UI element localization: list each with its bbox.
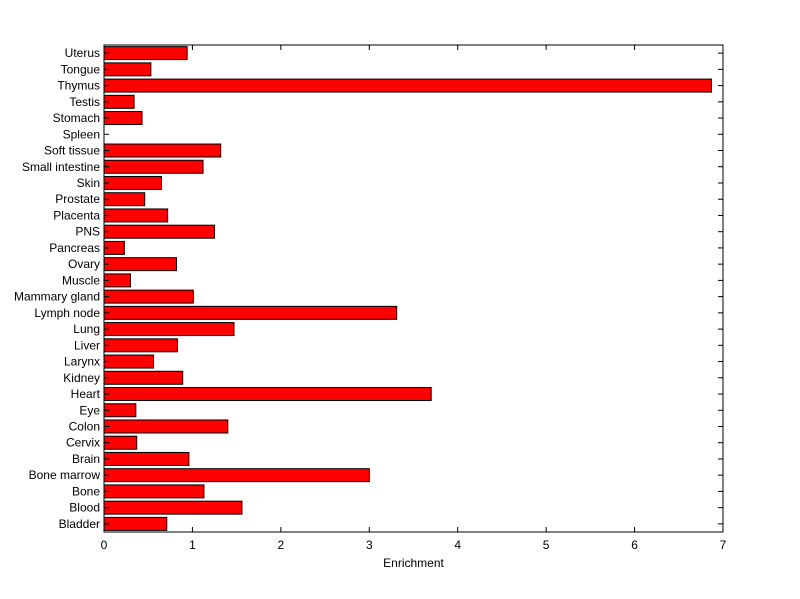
y-tick-label-liver: Liver [74, 338, 100, 352]
bar-skin [103, 175, 162, 190]
bar-thymus [103, 78, 713, 93]
bar-liver [103, 338, 178, 353]
bar-lung [103, 322, 235, 337]
bar-pns [103, 224, 216, 239]
bar-small-intestine [103, 159, 204, 174]
bar-prostate [103, 192, 146, 207]
bar-bone [103, 484, 205, 499]
plot-area-frame [103, 44, 724, 533]
bar-tongue [103, 62, 152, 77]
y-tick-label-kidney: Kidney [63, 371, 100, 385]
y-tick-label-lymph-node: Lymph node [34, 306, 100, 320]
bar-kidney [103, 370, 184, 385]
y-tick-label-uterus: Uterus [65, 46, 100, 60]
y-tick-label-pns: PNS [75, 225, 100, 239]
x-tick-label-6: 6 [631, 538, 638, 552]
bar-placenta [103, 208, 169, 223]
bar-colon [103, 419, 229, 434]
x-tick-label-5: 5 [543, 538, 550, 552]
x-tick-label-0: 0 [101, 538, 108, 552]
y-tick-label-skin: Skin [77, 176, 100, 190]
y-tick-label-pancreas: Pancreas [49, 241, 100, 255]
y-tick-label-prostate: Prostate [55, 192, 100, 206]
y-tick-label-colon: Colon [69, 419, 100, 433]
bar-stomach [103, 111, 143, 126]
y-tick-label-bone-marrow: Bone marrow [29, 468, 101, 482]
y-tick-label-bladder: Bladder [59, 517, 100, 531]
y-tick-label-testis: Testis [69, 95, 100, 109]
x-tick-label-2: 2 [278, 538, 285, 552]
y-tick-label-larynx: Larynx [64, 355, 100, 369]
y-tick-label-placenta: Placenta [53, 208, 100, 222]
y-tick-label-blood: Blood [69, 501, 100, 515]
bar-blood [103, 500, 243, 515]
y-tick-label-thymus: Thymus [57, 79, 100, 93]
y-tick-labels: Bladder Blood Bone Bone marrow Brain Cervix Co… [14, 46, 101, 531]
x-tick-label-7: 7 [720, 538, 727, 552]
y-tick-label-lung: Lung [73, 322, 100, 336]
y-tick-label-bone: Bone [72, 484, 100, 498]
y-tick-label-muscle: Muscle [62, 273, 100, 287]
y-tick-label-tongue: Tongue [61, 62, 101, 76]
bar-bone-marrow [103, 468, 370, 483]
y-tick-label-eye: Eye [79, 403, 100, 417]
bar-ovary [103, 257, 178, 272]
x-tick-label-1: 1 [189, 538, 196, 552]
y-tick-label-cervix: Cervix [66, 436, 100, 450]
bar-lymph-node [103, 305, 398, 320]
bar-bladder [103, 516, 168, 531]
x-tick-label-3: 3 [366, 538, 373, 552]
bar-mammary-gland [103, 289, 194, 304]
ticks-group [103, 45, 724, 532]
bars-group [103, 46, 713, 531]
x-tick-label-4: 4 [454, 538, 461, 552]
bar-larynx [103, 354, 155, 369]
y-tick-label-mammary-gland: Mammary gland [14, 290, 100, 304]
y-tick-label-small-intestine: Small intestine [22, 160, 100, 174]
y-tick-label-heart: Heart [71, 387, 101, 401]
bar-uterus [103, 46, 188, 61]
x-axis-label: Enrichment [383, 556, 444, 570]
y-tick-label-brain: Brain [72, 452, 100, 466]
y-tick-label-spleen: Spleen [63, 127, 100, 141]
bar-heart [103, 387, 432, 402]
bar-brain [103, 451, 190, 466]
y-tick-label-ovary: Ovary [68, 257, 100, 271]
y-tick-label-soft-tissue: Soft tissue [44, 144, 100, 158]
y-tick-label-stomach: Stomach [53, 111, 100, 125]
x-tick-labels: 0 1 2 3 4 5 6 7 [101, 538, 727, 552]
bar-soft-tissue [103, 143, 222, 158]
